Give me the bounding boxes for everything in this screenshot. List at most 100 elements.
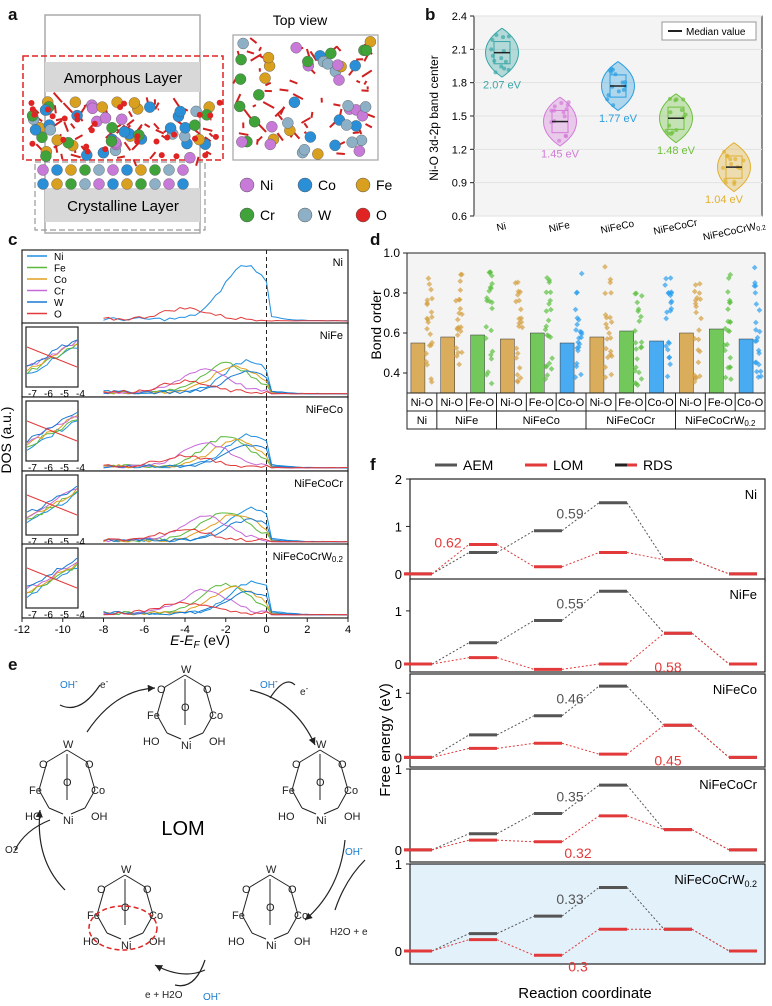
x-tick-label-2: NiFeCo <box>600 219 636 237</box>
svg-text:O: O <box>338 759 347 771</box>
inset-tick-label: -6 <box>44 389 53 400</box>
y-tick-label: 1.0 <box>383 246 400 260</box>
atom <box>40 150 52 162</box>
bond-bar-7 <box>619 330 634 394</box>
subpanel-label-1: NiFe <box>730 587 757 602</box>
x-tick-label: -4 <box>180 624 190 636</box>
free-energy-subpanel-3: 0 1 NiFeCoCr 0.35 0.32 <box>395 762 766 863</box>
svg-text:O: O <box>181 702 190 714</box>
dos-subpanel-4: NiFeCoCrW0.2 -7 -6 -5 -4 <box>21 543 349 621</box>
svg-text:OH: OH <box>149 936 166 948</box>
atom <box>262 51 275 64</box>
atom <box>290 42 302 54</box>
atom <box>69 96 82 108</box>
median-label-3: 1.48 eV <box>657 145 696 157</box>
dos-legend-label-3: Cr <box>54 287 65 298</box>
y-tick-label: 1 <box>395 857 402 872</box>
atom <box>236 136 248 148</box>
x-tick-label: -6 <box>139 624 149 636</box>
atom <box>65 164 77 176</box>
svg-text:Co: Co <box>344 785 358 797</box>
subpanel-label-4: NiFeCoCrW0.2 <box>273 551 344 564</box>
panel-a-structure: Amorphous Layer Crystalline Layer Top vi… <box>22 12 393 234</box>
atom <box>118 126 131 138</box>
y-tick-label: 0.8 <box>383 286 400 300</box>
group-label-2: NiFeCo <box>523 415 560 427</box>
dos-subpanel-2: NiFeCo -7 -6 -5 -4 <box>21 396 349 474</box>
lom-center-label: LOM <box>161 818 204 840</box>
atom <box>31 111 38 118</box>
inset-1: -7 -6 -5 -4 <box>25 326 85 400</box>
inset-tick-label: -4 <box>76 463 85 474</box>
atom <box>60 136 67 143</box>
bond-label-6: Ni-O <box>590 397 613 409</box>
atom <box>304 131 317 143</box>
y-axis-label: Ni-O 3d-2p band center <box>427 55 441 180</box>
panel-label-f: f <box>370 455 376 474</box>
atom <box>355 134 368 147</box>
atom <box>234 73 247 85</box>
atom <box>171 131 178 138</box>
y-axis-label: DOS (a.u.) <box>0 407 14 474</box>
inset-tick-label: -5 <box>60 610 69 621</box>
svg-text:O: O <box>121 902 130 914</box>
legend-label-o: O <box>376 207 387 223</box>
bond-label-5: Co-O <box>558 397 585 409</box>
median-label-2: 1.77 eV <box>599 113 638 125</box>
legend-swatch-cr <box>239 207 255 223</box>
atom <box>202 152 209 159</box>
y-tick-label: 1.2 <box>452 144 467 156</box>
amorphous-layer-label: Amorphous Layer <box>64 70 182 87</box>
svg-text:O: O <box>266 902 275 914</box>
atom <box>144 101 156 113</box>
y-tick-label: 1 <box>395 686 402 701</box>
dos-subpanel-0: Ni <box>21 249 349 325</box>
bond-label-4: Fe-O <box>529 397 555 409</box>
atom <box>105 135 118 147</box>
atom <box>288 96 301 109</box>
crystalline-layer-label: Crystalline Layer <box>67 198 179 215</box>
atom <box>102 146 109 153</box>
bond-label-10: Fe-O <box>708 397 734 409</box>
svg-text:Co: Co <box>294 910 308 922</box>
inset-tick-label: -6 <box>44 537 53 548</box>
svg-text:W: W <box>266 864 277 876</box>
dos-subpanel-1: NiFe -7 -6 -5 -4 <box>21 322 349 400</box>
svg-text:Ni: Ni <box>121 940 131 952</box>
atom <box>134 133 141 140</box>
panel-f-free-energy-chart: AEM LOM RDS Free energy (eV) 012Ni0.590.62… <box>377 457 766 1002</box>
atom <box>233 100 246 113</box>
svg-text:Ni: Ni <box>316 815 326 827</box>
species-label-3: e- <box>300 684 309 698</box>
top-view-box <box>232 34 379 161</box>
atom <box>253 89 265 101</box>
atom <box>216 99 223 106</box>
legend-label-fe: Fe <box>376 177 393 193</box>
svg-text:Co: Co <box>91 785 105 797</box>
atom <box>99 112 112 124</box>
f-legend-label-1: LOM <box>553 457 583 473</box>
bond-bar-9 <box>679 332 694 394</box>
bond-bar-0 <box>410 342 426 394</box>
svg-text:W: W <box>181 664 192 676</box>
bond-label-8: Co-O <box>647 397 674 409</box>
median-label-0: 2.07 eV <box>483 79 522 91</box>
atom <box>37 164 49 176</box>
y-tick-label: 1 <box>395 762 402 777</box>
atom <box>266 121 278 133</box>
bond-label-2: Fe-O <box>469 397 495 409</box>
bond-bar-2 <box>470 334 485 394</box>
atom <box>93 178 105 190</box>
atom <box>237 37 249 50</box>
svg-text:O: O <box>157 684 166 696</box>
inset-tick-label: -4 <box>76 537 85 548</box>
lom-rds-value-3: 0.32 <box>564 845 591 861</box>
aem-rds-value-4: 0.33 <box>556 891 583 907</box>
inset-3: -7 -6 -5 -4 <box>25 474 85 548</box>
inset-tick-label: -7 <box>28 537 37 548</box>
panel-label-c: c <box>8 230 18 249</box>
svg-text:HO: HO <box>143 736 160 748</box>
